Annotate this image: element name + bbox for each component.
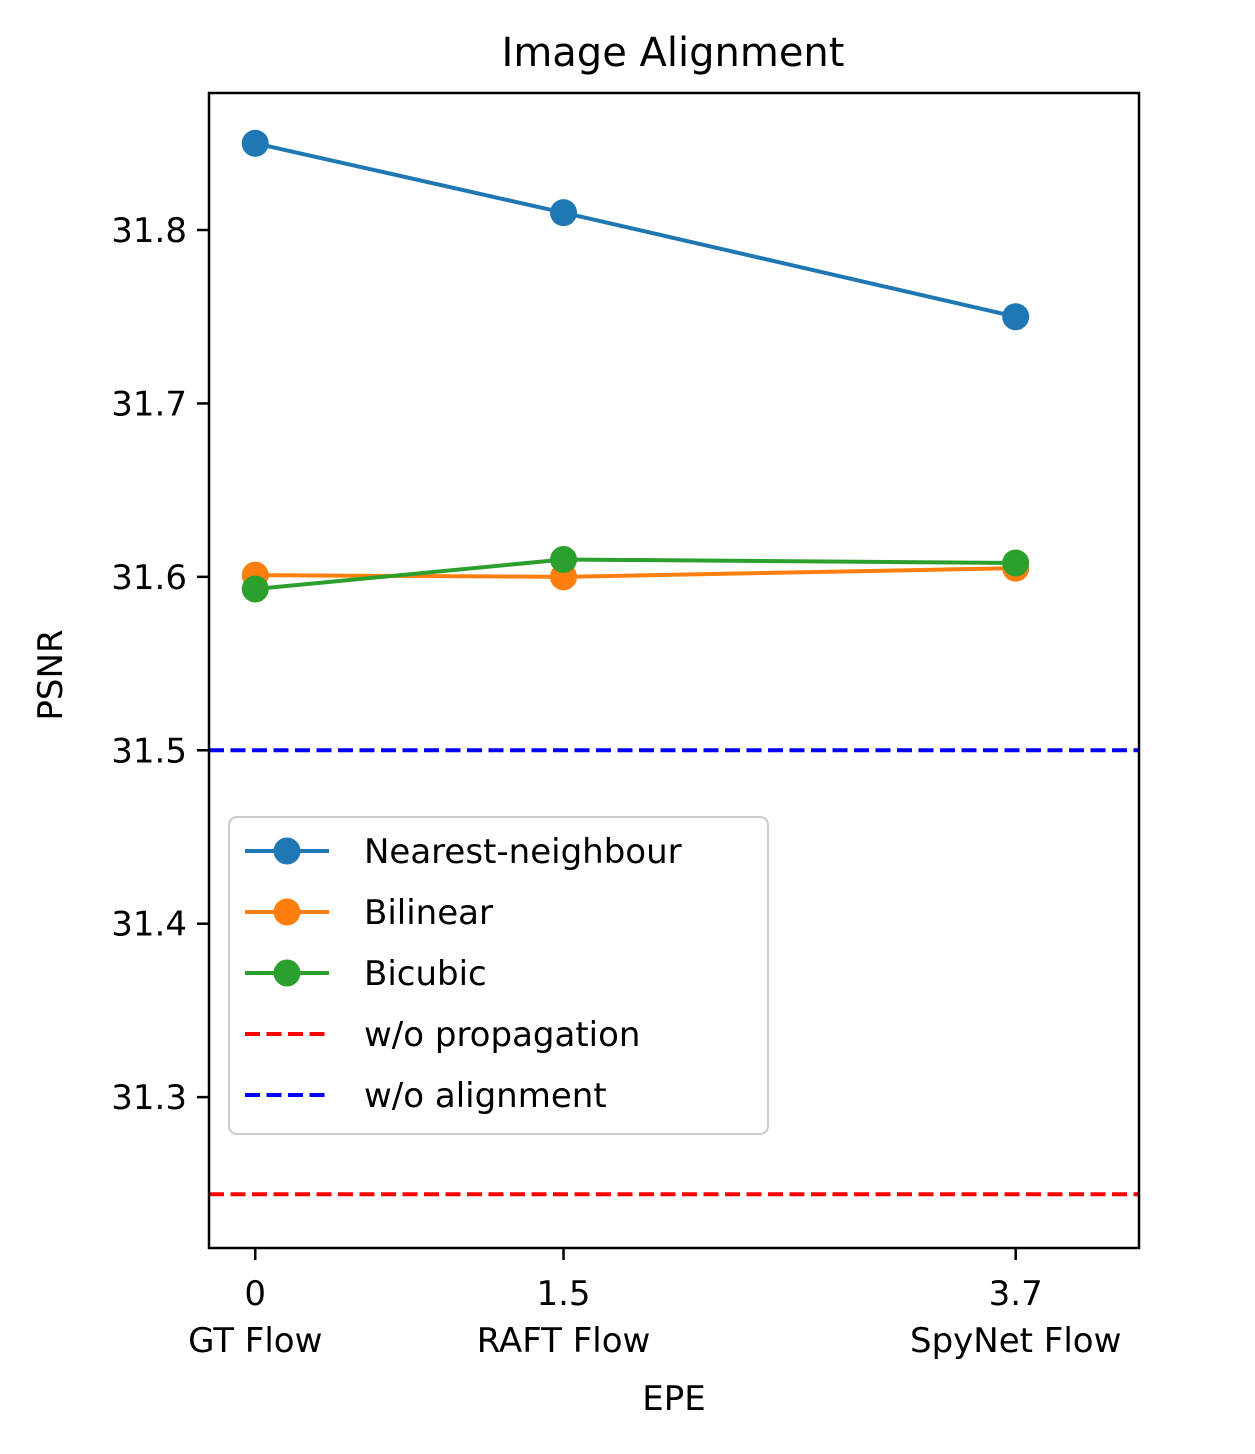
x-tick-sublabel: RAFT Flow: [477, 1321, 651, 1361]
x-tick-label: 0: [244, 1274, 266, 1314]
chart-title: Image Alignment: [502, 30, 845, 76]
legend-label-nearest-neighbour: Nearest-neighbour: [364, 832, 682, 872]
data-point-nearest-neighbour: [241, 129, 269, 157]
x-tick-label: 1.5: [536, 1274, 590, 1314]
y-tick-label: 31.8: [111, 211, 187, 251]
legend-label-w-o-alignment: w/o alignment: [364, 1076, 607, 1116]
legend-label-w-o-propagation: w/o propagation: [364, 1015, 640, 1055]
y-tick-label: 31.7: [111, 384, 187, 424]
y-tick-label: 31.4: [111, 905, 187, 945]
plot-border: [207, 91, 1141, 1250]
legend-label-bicubic: Bicubic: [364, 954, 487, 994]
x-axis-label: EPE: [642, 1379, 705, 1419]
legend-marker-bilinear: [273, 898, 301, 926]
legend: Nearest-neighbour Bilinear Bicubic w/o prop…: [228, 816, 769, 1135]
x-tick-sublabel: GT Flow: [188, 1321, 322, 1361]
legend-box: [228, 816, 769, 1135]
data-point-nearest-neighbour: [550, 199, 578, 227]
y-tick-label: 31.5: [111, 731, 187, 771]
reference-lines: [209, 748, 1139, 1197]
x-tick-sublabel: SpyNet Flow: [910, 1321, 1121, 1361]
x-axis: 0 GT Flow 1.5 RAFT Flow 3.7 SpyNet Flow: [188, 1248, 1121, 1361]
data-point-bicubic: [241, 575, 269, 603]
legend-marker-bicubic: [273, 959, 301, 987]
data-point-bicubic: [550, 546, 578, 574]
series-markers: [241, 129, 1030, 603]
data-point-bicubic: [1002, 549, 1030, 577]
legend-label-bilinear: Bilinear: [364, 893, 493, 933]
x-tick-label: 3.7: [989, 1274, 1043, 1314]
y-tick-label: 31.3: [111, 1078, 187, 1118]
y-axis-label: PSNR: [31, 629, 71, 720]
data-point-nearest-neighbour: [1002, 303, 1030, 331]
y-tick-label: 31.6: [111, 558, 187, 598]
legend-marker-nearest-neighbour: [273, 837, 301, 865]
y-axis: 31.3 31.4 31.5 31.6 31.7 31.8: [111, 211, 209, 1118]
